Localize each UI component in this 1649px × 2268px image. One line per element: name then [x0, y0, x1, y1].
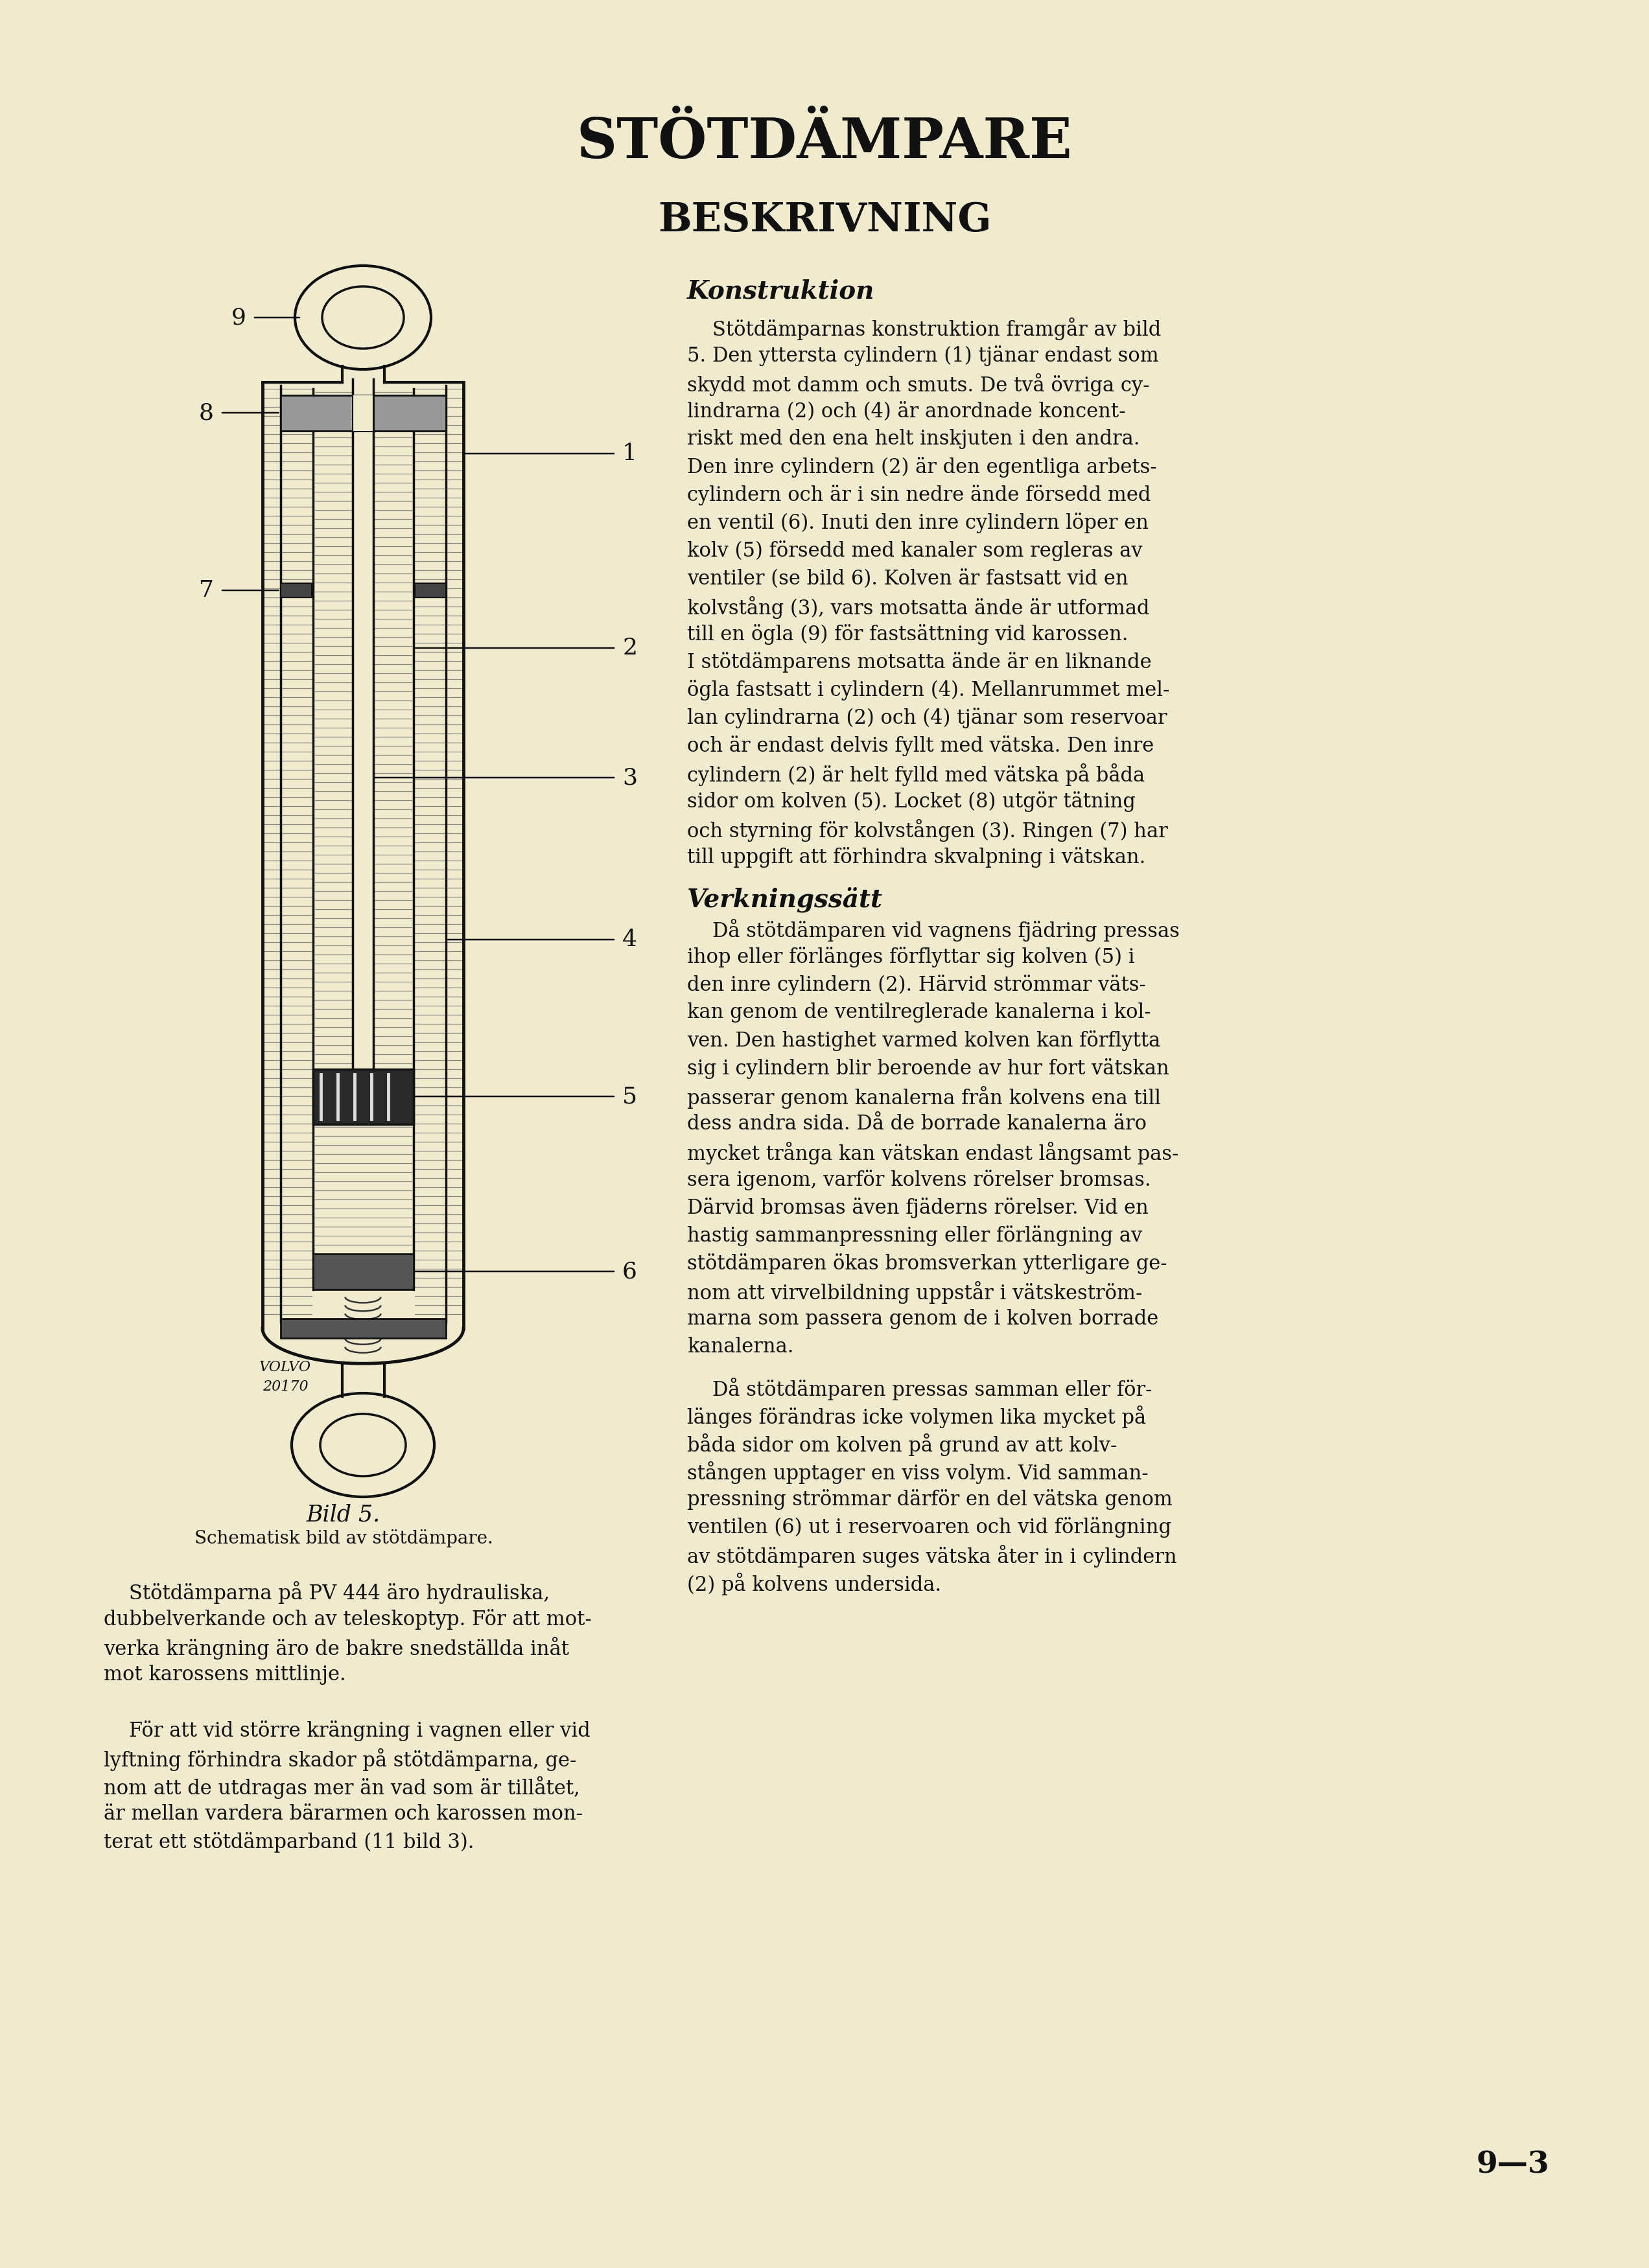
- Text: VOLVO: VOLVO: [259, 1361, 312, 1374]
- Text: till en ögla (9) för fastsättning vid karossen.: till en ögla (9) för fastsättning vid ka…: [688, 624, 1128, 644]
- Bar: [376, 395, 414, 431]
- Text: lyftning förhindra skador på stötdämparna, ge-: lyftning förhindra skador på stötdämparn…: [104, 1749, 577, 1771]
- Text: STÖTDÄMPARE: STÖTDÄMPARE: [577, 116, 1072, 170]
- Text: båda sidor om kolven på grund av att kolv-: båda sidor om kolven på grund av att kol…: [688, 1433, 1116, 1456]
- Text: kanalerna.: kanalerna.: [688, 1336, 793, 1356]
- Text: stötdämparen ökas bromsverkan ytterligare ge-: stötdämparen ökas bromsverkan ytterligar…: [688, 1254, 1167, 1275]
- Text: terat ett stötdämparband (11 bild 3).: terat ett stötdämparband (11 bild 3).: [104, 1833, 475, 1853]
- Text: kolvstång (3), vars motsatta ände är utformad: kolvstång (3), vars motsatta ände är utf…: [688, 596, 1149, 619]
- Text: ven. Den hastighet varmed kolven kan förflytta: ven. Den hastighet varmed kolven kan för…: [688, 1030, 1161, 1050]
- Bar: [280, 395, 351, 431]
- Bar: [280, 395, 317, 431]
- Bar: [280, 395, 445, 431]
- Text: 20170: 20170: [262, 1379, 308, 1395]
- Text: ventiler (se bild 6). Kolven är fastsatt vid en: ventiler (se bild 6). Kolven är fastsatt…: [688, 569, 1128, 587]
- Text: mycket trånga kan vätskan endast långsamt pas-: mycket trånga kan vätskan endast långsam…: [688, 1141, 1179, 1163]
- Text: sig i cylindern blir beroende av hur fort vätskan: sig i cylindern blir beroende av hur for…: [688, 1059, 1169, 1080]
- Text: dubbelverkande och av teleskoptyp. För att mot-: dubbelverkande och av teleskoptyp. För a…: [104, 1608, 592, 1631]
- Bar: [280, 583, 312, 596]
- Text: 5: 5: [622, 1086, 637, 1107]
- Text: verka krängning äro de bakre snedställda inåt: verka krängning äro de bakre snedställda…: [104, 1637, 569, 1660]
- Text: till uppgift att förhindra skvalpning i vätskan.: till uppgift att förhindra skvalpning i …: [688, 846, 1146, 869]
- Text: 2: 2: [622, 637, 637, 660]
- Text: riskt med den ena helt inskjuten i den andra.: riskt med den ena helt inskjuten i den a…: [688, 429, 1139, 449]
- Text: den inre cylindern (2). Härvid strömmar väts-: den inre cylindern (2). Härvid strömmar …: [688, 975, 1146, 996]
- Text: av stötdämparen suges vätska åter in i cylindern: av stötdämparen suges vätska åter in i c…: [688, 1545, 1177, 1567]
- Text: Därvid bromsas även fjäderns rörelser. Vid en: Därvid bromsas även fjäderns rörelser. V…: [688, 1198, 1148, 1218]
- Text: 7: 7: [200, 578, 214, 601]
- Text: Konstruktion: Konstruktion: [688, 279, 874, 304]
- Text: nom att de utdragas mer än vad som är tillåtet,: nom att de utdragas mer än vad som är ti…: [104, 1776, 580, 1799]
- Text: BESKRIVNING: BESKRIVNING: [658, 202, 991, 240]
- Text: dess andra sida. Då de borrade kanalerna äro: dess andra sida. Då de borrade kanalerna…: [688, 1114, 1146, 1134]
- Bar: [374, 395, 445, 431]
- Text: pressning strömmar därför en del vätska genom: pressning strömmar därför en del vätska …: [688, 1490, 1172, 1510]
- Bar: [313, 1254, 414, 1290]
- Text: sera igenom, varför kolvens rörelser bromsas.: sera igenom, varför kolvens rörelser bro…: [688, 1170, 1151, 1191]
- Text: Då stötdämparen vid vagnens fjädring pressas: Då stötdämparen vid vagnens fjädring pre…: [688, 919, 1179, 941]
- Bar: [280, 1318, 445, 1338]
- Text: och är endast delvis fyllt med vätska. Den inre: och är endast delvis fyllt med vätska. D…: [688, 735, 1154, 755]
- Text: Stötdämparnas konstruktion framgår av bild: Stötdämparnas konstruktion framgår av bi…: [688, 318, 1161, 340]
- Text: Då stötdämparen pressas samman eller för-: Då stötdämparen pressas samman eller för…: [688, 1377, 1153, 1399]
- Text: cylindern (2) är helt fylld med vätska på båda: cylindern (2) är helt fylld med vätska p…: [688, 764, 1144, 787]
- Text: hastig sammanpressning eller förlängning av: hastig sammanpressning eller förlängning…: [688, 1225, 1143, 1245]
- Text: 3: 3: [622, 767, 637, 789]
- Text: 4: 4: [622, 928, 637, 950]
- Text: Stötdämparna på PV 444 äro hydrauliska,: Stötdämparna på PV 444 äro hydrauliska,: [104, 1581, 549, 1603]
- Text: lan cylindrarna (2) och (4) tjänar som reservoar: lan cylindrarna (2) och (4) tjänar som r…: [688, 708, 1167, 728]
- Text: mot karossens mittlinje.: mot karossens mittlinje.: [104, 1665, 346, 1685]
- Text: cylindern och är i sin nedre ände försedd med: cylindern och är i sin nedre ände försed…: [688, 485, 1151, 506]
- Text: ihop eller förlänges förflyttar sig kolven (5) i: ihop eller förlänges förflyttar sig kolv…: [688, 946, 1135, 968]
- Text: passerar genom kanalerna från kolvens ena till: passerar genom kanalerna från kolvens en…: [688, 1086, 1161, 1109]
- Text: stången upptager en viss volym. Vid samman-: stången upptager en viss volym. Vid samm…: [688, 1461, 1148, 1483]
- Text: 9—3: 9—3: [1476, 2150, 1548, 2180]
- Bar: [353, 395, 373, 431]
- Text: ventilen (6) ut i reservoaren och vid förlängning: ventilen (6) ut i reservoaren och vid fö…: [688, 1517, 1171, 1538]
- Text: 8: 8: [200, 401, 214, 424]
- Text: Schematisk bild av stötdämpare.: Schematisk bild av stötdämpare.: [195, 1529, 493, 1547]
- Bar: [313, 1068, 414, 1125]
- Text: Den inre cylindern (2) är den egentliga arbets-: Den inre cylindern (2) är den egentliga …: [688, 456, 1158, 479]
- Bar: [414, 583, 445, 596]
- Text: skydd mot damm och smuts. De två övriga cy-: skydd mot damm och smuts. De två övriga …: [688, 374, 1149, 397]
- Text: lindrarna (2) och (4) är anordnade koncent-: lindrarna (2) och (4) är anordnade konce…: [688, 401, 1126, 422]
- Text: marna som passera genom de i kolven borrade: marna som passera genom de i kolven borr…: [688, 1309, 1159, 1329]
- Text: 6: 6: [622, 1261, 637, 1281]
- Text: och styrning för kolvstången (3). Ringen (7) har: och styrning för kolvstången (3). Ringen…: [688, 819, 1167, 841]
- Text: nom att virvelbildning uppstår i vätskeström-: nom att virvelbildning uppstår i vätskes…: [688, 1281, 1143, 1304]
- Text: Verkningssätt: Verkningssätt: [688, 887, 882, 912]
- Text: kan genom de ventilreglerade kanalerna i kol-: kan genom de ventilreglerade kanalerna i…: [688, 1002, 1151, 1023]
- Text: Bild 5.: Bild 5.: [307, 1504, 381, 1526]
- Text: 9: 9: [231, 306, 246, 329]
- Text: länges förändras icke volymen lika mycket på: länges förändras icke volymen lika mycke…: [688, 1406, 1146, 1429]
- Text: är mellan vardera bärarmen och karossen mon-: är mellan vardera bärarmen och karossen …: [104, 1803, 582, 1823]
- Text: 5. Den yttersta cylindern (1) tjänar endast som: 5. Den yttersta cylindern (1) tjänar end…: [688, 345, 1159, 365]
- Text: (2) på kolvens undersida.: (2) på kolvens undersida.: [688, 1572, 942, 1594]
- Text: en ventil (6). Inuti den inre cylindern löper en: en ventil (6). Inuti den inre cylindern …: [688, 513, 1149, 533]
- Text: För att vid större krängning i vagnen eller vid: För att vid större krängning i vagnen el…: [104, 1721, 590, 1742]
- Text: sidor om kolven (5). Locket (8) utgör tätning: sidor om kolven (5). Locket (8) utgör tä…: [688, 792, 1136, 812]
- Text: I stötdämparens motsatta ände är en liknande: I stötdämparens motsatta ände är en likn…: [688, 651, 1151, 674]
- Text: kolv (5) försedd med kanaler som regleras av: kolv (5) försedd med kanaler som reglera…: [688, 540, 1143, 560]
- Bar: [353, 379, 373, 1068]
- Text: 1: 1: [622, 442, 637, 465]
- Text: ögla fastsatt i cylindern (4). Mellanrummet mel-: ögla fastsatt i cylindern (4). Mellanrum…: [688, 680, 1169, 701]
